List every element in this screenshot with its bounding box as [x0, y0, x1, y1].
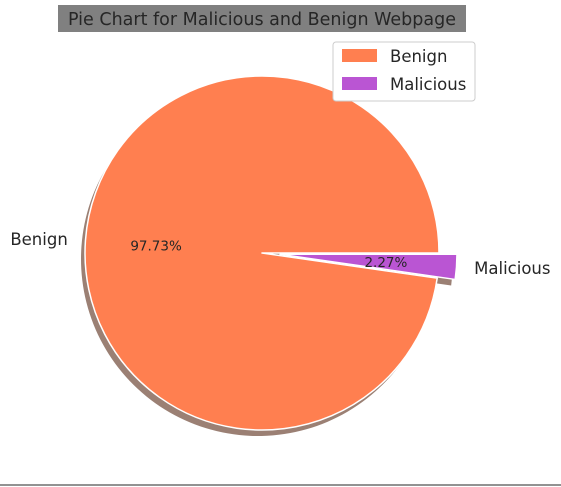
slice-value-label-benign: 97.73%: [130, 238, 182, 254]
chart-title: Pie Chart for Malicious and Benign Webpa…: [68, 10, 456, 30]
chart-title-group: Pie Chart for Malicious and Benign Webpa…: [58, 5, 466, 32]
legend: Benign Malicious: [332, 41, 476, 102]
pie-slice-benign: [84, 75, 440, 431]
legend-swatch-malicious: [342, 77, 377, 90]
legend-label-malicious: Malicious: [390, 75, 466, 94]
pie-slice-malicious: [279, 253, 458, 281]
slice-value-label-malicious: 2.27%: [364, 255, 407, 271]
slice-label-malicious: Malicious: [474, 259, 550, 278]
pie-label-layer: Benign 97.73% Malicious 2.27%: [10, 230, 550, 278]
chart-title-background: [58, 5, 466, 32]
slice-label-benign: Benign: [10, 230, 67, 249]
legend-label-benign: Benign: [390, 47, 447, 66]
legend-swatch-benign: [342, 49, 377, 62]
pie-slice-layer: [84, 75, 458, 431]
